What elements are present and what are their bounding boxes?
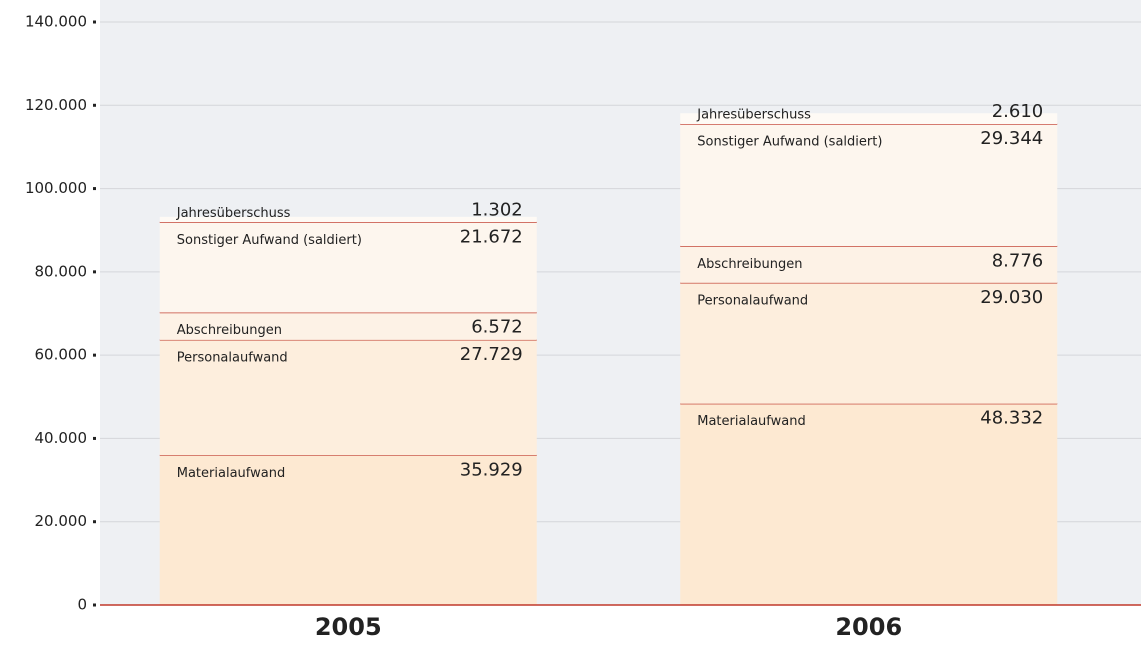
segment-name: Abschreibungen	[177, 323, 282, 338]
segment-name: Personalaufwand	[177, 350, 288, 365]
value-label: 29.030	[980, 287, 1043, 308]
segment-name: Sonstiger Aufwand (saldiert)	[177, 233, 362, 248]
x-tick-label: 2006	[835, 613, 902, 641]
y-tick-label: 100.000	[25, 179, 87, 197]
bar-segment	[159, 216, 537, 223]
y-tick-label: 120.000	[25, 96, 87, 114]
tick-mark	[93, 520, 96, 524]
bar-segment	[159, 339, 537, 456]
value-label: 29.344	[980, 128, 1043, 149]
tick-mark	[93, 270, 96, 274]
tick-mark	[93, 353, 96, 357]
segment-name: Materialaufwand	[177, 466, 285, 481]
segment-name: Jahresüberschuss	[176, 206, 291, 221]
bar-segment	[680, 246, 1058, 283]
bar-segment	[159, 222, 537, 313]
tick-mark	[93, 187, 96, 191]
bar-segment	[680, 113, 1058, 125]
bar-segment	[680, 282, 1058, 404]
y-tick-label: 40.000	[35, 429, 88, 447]
value-label: 8.776	[992, 250, 1044, 271]
bar-segment	[159, 455, 537, 605]
value-label: 48.332	[980, 408, 1043, 429]
value-label: 1.302	[471, 199, 523, 220]
value-label: 35.929	[460, 459, 523, 480]
segment-name: Sonstiger Aufwand (saldiert)	[697, 135, 882, 150]
y-tick-label: 0	[77, 596, 87, 614]
tick-mark	[93, 436, 96, 440]
segment-name: Abschreibungen	[697, 257, 802, 272]
x-tick-label: 2005	[315, 613, 382, 641]
tick-mark	[93, 103, 96, 107]
y-tick-label: 20.000	[35, 512, 88, 530]
segment-name: Materialaufwand	[697, 414, 805, 429]
tick-mark	[93, 20, 96, 24]
tick-mark	[93, 603, 96, 607]
value-label: 27.729	[460, 344, 523, 365]
y-tick-label: 80.000	[35, 262, 88, 280]
bar-segment	[680, 403, 1058, 605]
bar-segment	[159, 312, 537, 340]
bar-segment	[680, 124, 1058, 247]
segment-name: Jahresüberschuss	[696, 108, 811, 123]
value-label: 2.610	[992, 101, 1044, 122]
y-tick-label: 60.000	[35, 346, 88, 364]
y-tick-label: 140.000	[25, 13, 87, 31]
value-label: 21.672	[460, 226, 523, 247]
value-label: 6.572	[471, 317, 523, 338]
segment-name: Personalaufwand	[697, 293, 808, 308]
